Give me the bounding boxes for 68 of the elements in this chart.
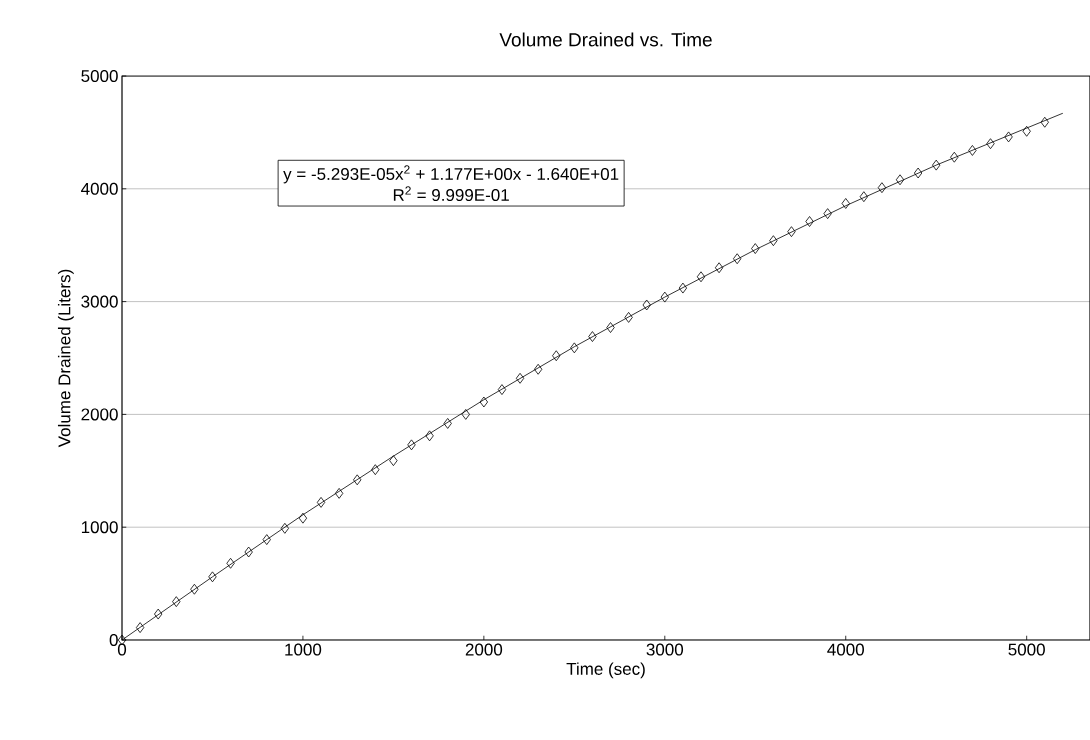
point	[515, 372, 525, 384]
point	[154, 608, 163, 620]
point	[497, 384, 507, 395]
point	[334, 487, 344, 499]
point	[932, 159, 941, 171]
point	[986, 138, 995, 150]
y-tick-label: 2000	[81, 408, 118, 421]
y-tick-label: 0	[109, 633, 118, 647]
point	[479, 396, 489, 408]
point	[298, 512, 308, 524]
x-tick-label: 5000	[1008, 643, 1045, 656]
point	[244, 546, 253, 558]
point	[353, 474, 362, 486]
point	[135, 622, 145, 633]
point	[769, 235, 778, 247]
point	[262, 534, 271, 546]
y-tick-label: 4000	[81, 182, 118, 195]
x-tick-label: 3000	[646, 643, 684, 656]
point	[425, 430, 434, 442]
point	[660, 291, 669, 303]
point	[534, 363, 543, 375]
point	[316, 496, 326, 508]
point	[190, 583, 199, 595]
chart-title: Volume Drained vs. Time	[499, 32, 712, 47]
point	[280, 522, 289, 534]
point	[950, 151, 959, 163]
point	[751, 243, 760, 254]
y-tick-label: 1000	[81, 521, 118, 534]
point	[1040, 116, 1049, 128]
point	[552, 350, 561, 362]
point	[588, 331, 597, 342]
point	[208, 571, 217, 583]
y-tick-label: 5000	[81, 69, 118, 83]
x-axis-title: Time (sec)	[566, 662, 645, 679]
annotation: R$^{2}$ = 9.999E-01	[393, 186, 509, 202]
point	[226, 557, 235, 569]
point	[696, 271, 706, 283]
point	[1004, 131, 1013, 143]
point	[823, 208, 832, 220]
point	[407, 439, 416, 451]
point	[733, 253, 742, 265]
x-tick-label: 1000	[285, 643, 322, 656]
point	[968, 145, 977, 156]
point	[624, 311, 633, 323]
point	[913, 167, 923, 179]
point	[787, 226, 796, 238]
point	[859, 191, 868, 203]
annotation: y = -5.293E-05x$^{2}$ + 1.177E+00x - 1.640E+01	[283, 165, 619, 184]
x-tick-label: 0	[117, 643, 127, 656]
point	[678, 282, 688, 294]
point	[172, 596, 181, 608]
y-tick-label: 3000	[81, 295, 118, 308]
point	[443, 418, 452, 429]
point	[1022, 125, 1031, 137]
point	[606, 322, 615, 333]
point	[895, 174, 905, 186]
y-axis-title: Volume Drained (Liters)	[57, 269, 74, 448]
point	[877, 182, 887, 194]
point	[570, 342, 579, 354]
point	[389, 455, 398, 467]
point	[841, 198, 850, 209]
x-tick-label: 2000	[465, 643, 503, 656]
x-tick-label: 4000	[827, 643, 864, 656]
point	[714, 262, 724, 274]
point	[461, 409, 470, 420]
point	[371, 464, 380, 476]
point	[642, 299, 651, 311]
point	[805, 216, 814, 227]
